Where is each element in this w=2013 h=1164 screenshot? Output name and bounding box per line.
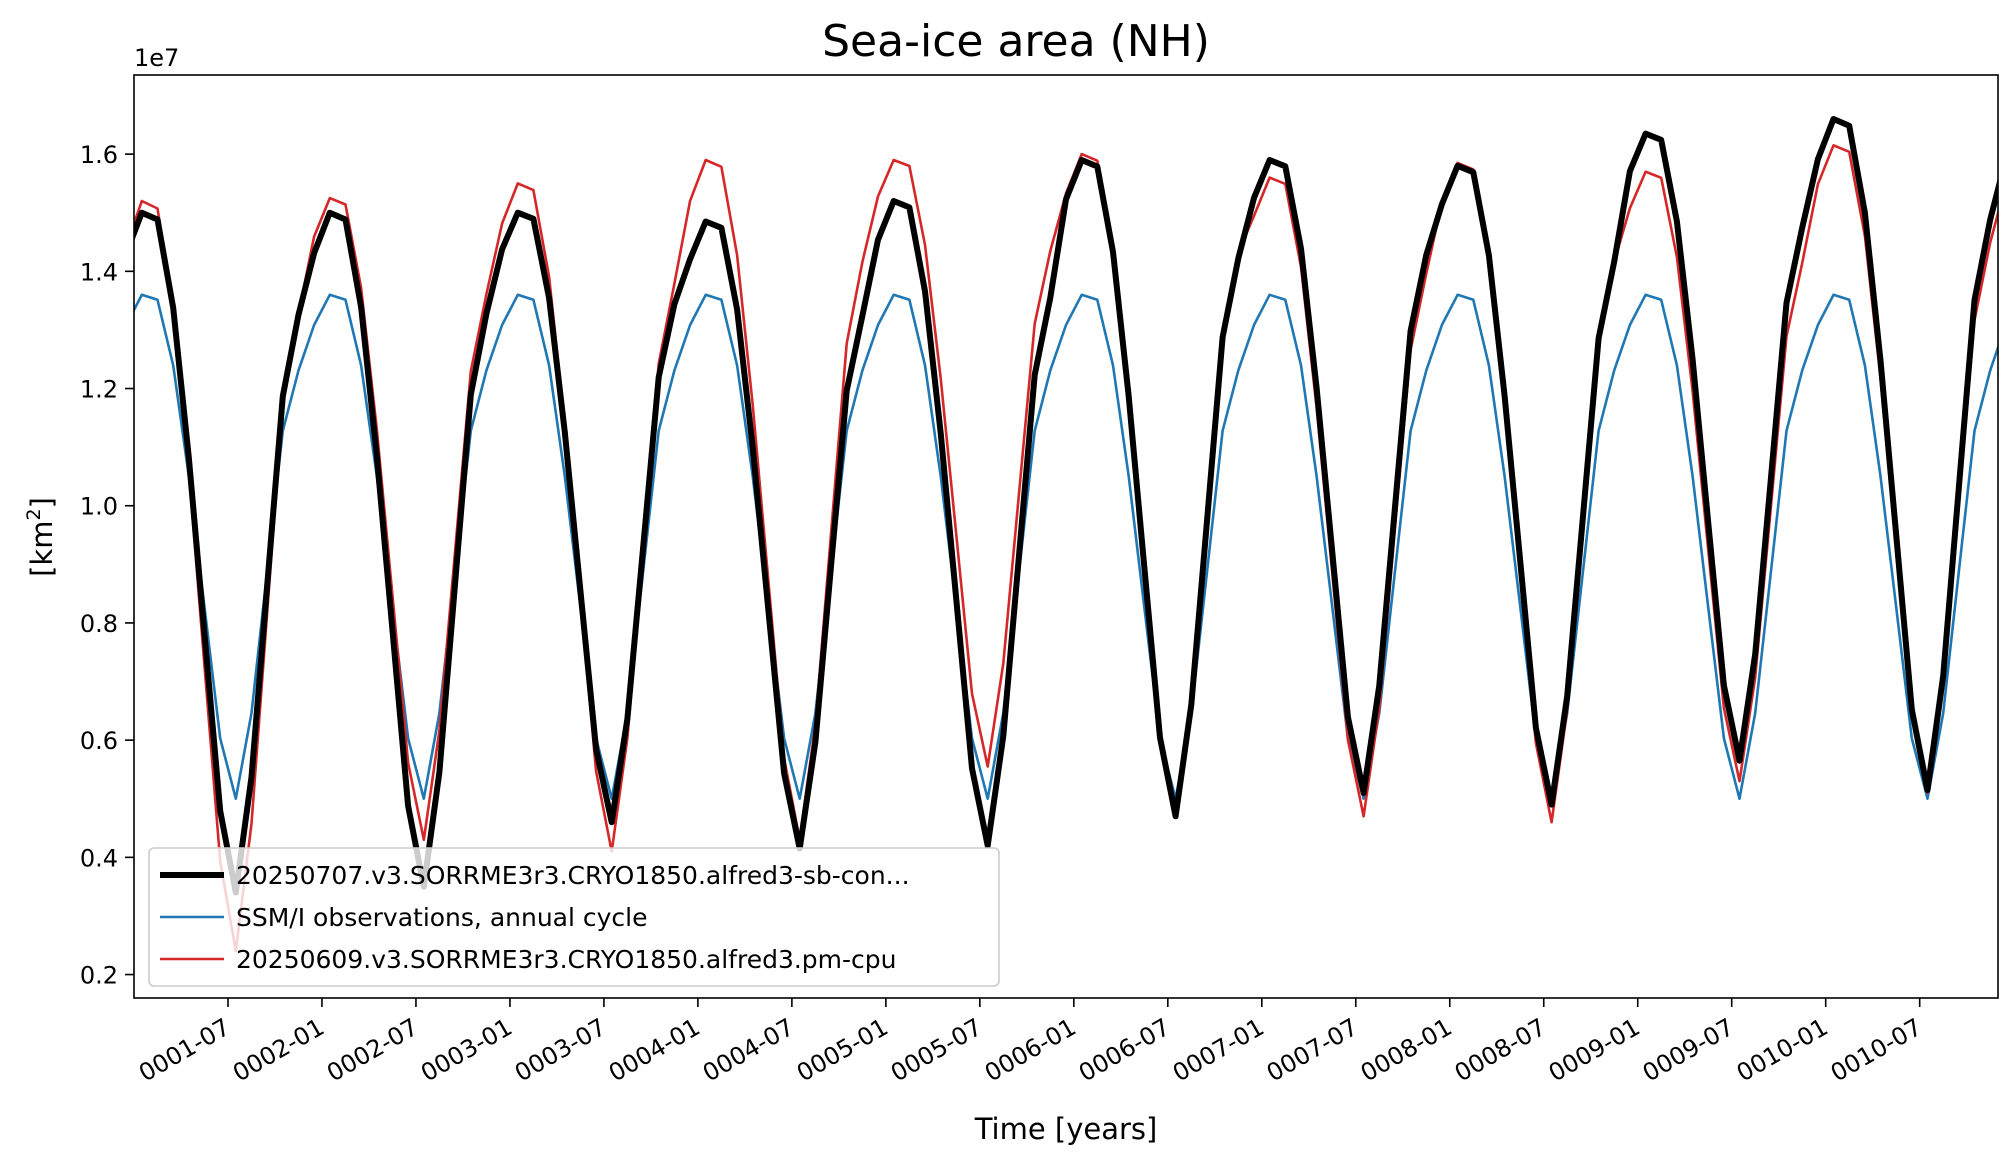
y-tick-label: 1.6 — [80, 141, 118, 169]
y-tick-label: 0.2 — [80, 962, 118, 990]
y-tick-label: 0.6 — [80, 727, 118, 755]
chart-title: Sea-ice area (NH) — [822, 16, 1210, 67]
legend-box — [148, 847, 1000, 987]
legend-label-model-pm: 20250609.v3.SORRME3r3.CRYO1850.alfred3.p… — [236, 945, 897, 974]
y-tick-label: 0.8 — [80, 610, 118, 638]
y-axis-label-main: [km — [25, 521, 59, 577]
y-tick-label: 1.4 — [80, 258, 118, 286]
y-axis: 0.2 0.4 0.6 0.8 1.0 1.2 1.4 1.6 — [80, 141, 134, 990]
series-line-0 — [134, 116, 1998, 896]
series-line-1 — [134, 293, 1998, 801]
y-axis-label-superscript: 2 — [23, 508, 45, 520]
series-lines — [134, 116, 1998, 953]
y-axis-offset-label: 1e7 — [134, 44, 179, 72]
y-tick-label: 0.4 — [80, 844, 118, 872]
legend-label-model-sb: 20250707.v3.SORRME3r3.CRYO1850.alfred3-s… — [236, 861, 910, 890]
y-tick-label: 1.2 — [80, 376, 118, 404]
legend: 20250707.v3.SORRME3r3.CRYO1850.alfred3-s… — [148, 847, 1000, 987]
y-axis-label: [km2] — [23, 497, 59, 577]
legend-label-ssmi: SSM/I observations, annual cycle — [236, 903, 648, 932]
y-axis-label-close: ] — [25, 497, 59, 508]
x-axis-label: Time [years] — [974, 1112, 1158, 1146]
y-tick-label: 1.0 — [80, 493, 118, 521]
plot-frame — [133, 74, 1999, 999]
